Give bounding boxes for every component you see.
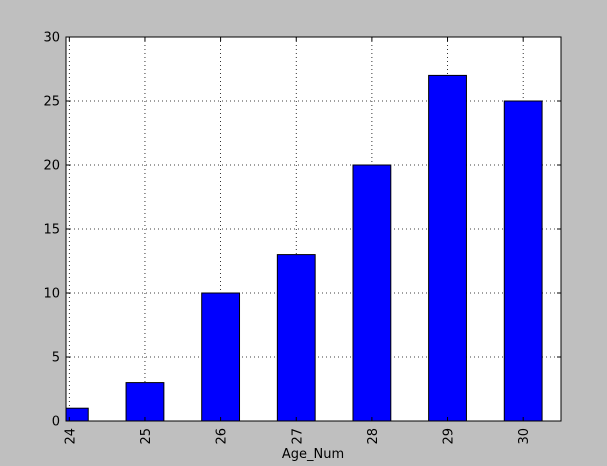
bar-29	[428, 74, 467, 422]
x-tick-label: 30	[517, 428, 532, 445]
x-tick-label: 27	[290, 428, 305, 445]
bar-27	[276, 254, 316, 422]
y-tick-label: 30	[43, 31, 60, 46]
bar-30	[503, 100, 543, 422]
y-tick-label: 25	[43, 95, 60, 110]
x-tick-label: 26	[215, 428, 230, 445]
x-tick-label: 24	[63, 428, 78, 445]
x-tick-label: 29	[442, 428, 457, 445]
y-tick-label: 0	[52, 415, 60, 430]
y-tick-label: 10	[43, 287, 60, 302]
bar-28	[352, 164, 392, 422]
x-tick-label: 25	[139, 428, 154, 445]
x-axis: 24 25 26 27 28 29 30	[63, 37, 532, 445]
bars	[65, 74, 543, 422]
bar-26	[201, 292, 241, 422]
x-tick-label: 28	[366, 428, 381, 445]
x-axis-label: Age_Num	[282, 447, 344, 462]
y-tick-label: 15	[43, 223, 60, 238]
y-tick-label: 20	[43, 159, 60, 174]
y-tick-label: 5	[52, 351, 60, 366]
bar-25	[125, 382, 165, 422]
y-axis: 0 5 10 15 20 25 30	[43, 31, 561, 430]
